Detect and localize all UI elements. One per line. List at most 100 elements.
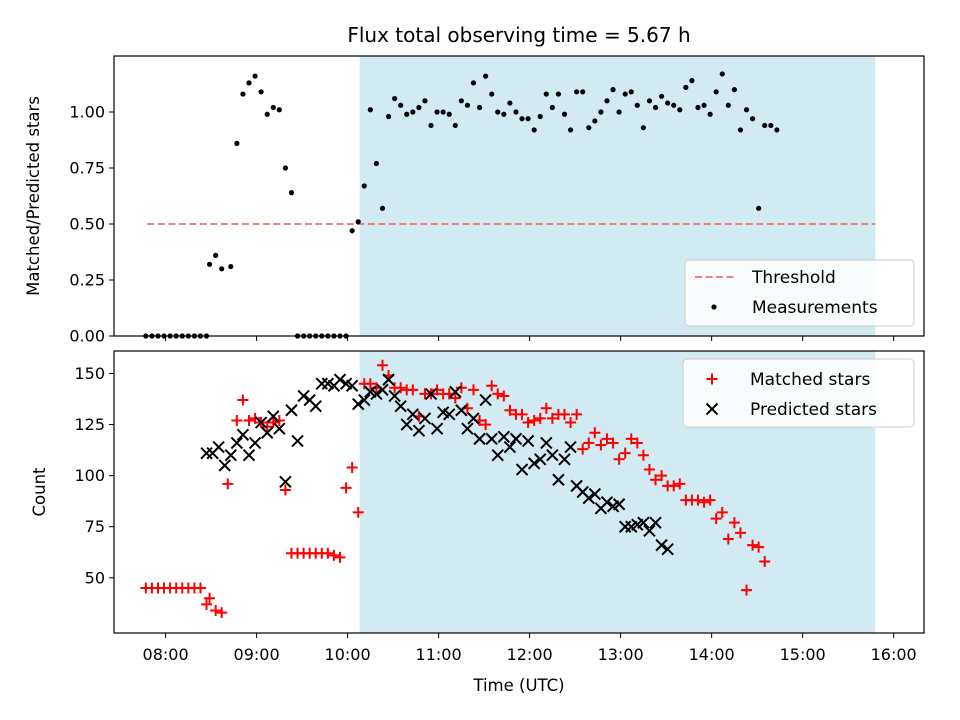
data-point <box>668 480 680 492</box>
data-point <box>352 506 364 518</box>
data-point <box>467 412 480 425</box>
data-point <box>640 125 646 131</box>
data-point <box>586 125 592 131</box>
data-point <box>707 111 713 117</box>
data-point <box>516 408 528 420</box>
data-point <box>574 89 580 95</box>
data-point <box>534 412 546 424</box>
data-point <box>376 383 389 397</box>
data-point <box>395 382 407 394</box>
data-point <box>491 449 504 462</box>
data-point <box>373 160 380 167</box>
x-tick-label: 13:00 <box>598 645 644 664</box>
data-point <box>455 404 468 417</box>
y-axis-label: Matched/Predicted stars <box>24 96 43 296</box>
data-point <box>728 517 740 529</box>
data-point <box>424 387 438 401</box>
data-point <box>470 80 477 86</box>
data-point <box>485 432 498 446</box>
data-point <box>559 408 571 420</box>
data-point <box>243 414 255 426</box>
data-point <box>492 388 504 400</box>
y-axis-label: Count <box>30 467 49 517</box>
data-point <box>658 93 665 99</box>
data-point <box>540 402 552 414</box>
data-point <box>619 447 631 459</box>
data-point <box>240 91 246 97</box>
panel-1: 0.00 0.25 0.50 0.75 1.00 Matched/Predicted st… <box>24 55 925 346</box>
data-point <box>743 107 750 113</box>
data-point <box>504 404 516 416</box>
data-point <box>661 543 674 556</box>
data-point <box>650 474 662 486</box>
data-point <box>358 393 371 407</box>
data-point <box>282 165 289 171</box>
data-point <box>564 440 577 454</box>
data-point <box>692 494 704 506</box>
data-point <box>446 111 452 117</box>
legend-label-predicted: Predicted stars <box>750 400 877 420</box>
data-point <box>515 463 529 476</box>
data-point <box>273 422 286 435</box>
legend-box <box>684 259 915 327</box>
data-point <box>759 555 771 567</box>
plot-frame <box>113 350 925 634</box>
data-point <box>394 399 407 413</box>
data-point <box>522 417 534 429</box>
y-tick-label: 50 <box>85 568 105 587</box>
data-point <box>598 109 604 115</box>
x-tick-label: 16:00 <box>871 645 917 664</box>
data-point <box>234 140 240 146</box>
chart-title: Flux total observing time = 5.67 h <box>347 23 690 47</box>
data-point <box>616 109 622 115</box>
data-point <box>497 430 511 444</box>
data-point <box>677 107 683 113</box>
data-point <box>355 219 361 225</box>
x-tick-label: 15:00 <box>780 645 826 664</box>
legend-label-matched: Matched stars <box>750 370 870 390</box>
data-point <box>649 516 662 529</box>
data-point <box>762 122 768 129</box>
data-point <box>628 89 634 95</box>
data-point <box>248 436 262 450</box>
data-point <box>464 102 471 108</box>
data-point <box>279 484 291 496</box>
data-point <box>291 434 304 448</box>
data-point <box>252 73 258 79</box>
data-point <box>588 487 602 501</box>
data-point <box>534 453 547 466</box>
data-point <box>260 426 274 439</box>
data-point <box>610 87 616 93</box>
panel-2: 50 75 100 125 150 08:00 09:00 10:00 11:00 12:00 13… <box>30 350 925 664</box>
data-point <box>218 459 231 472</box>
data-point <box>546 412 558 424</box>
data-point <box>400 418 413 431</box>
data-point <box>407 384 419 396</box>
data-point <box>458 98 464 104</box>
data-point <box>631 437 643 449</box>
data-point <box>583 437 595 449</box>
data-point <box>422 98 428 104</box>
data-point <box>210 605 222 617</box>
data-point <box>698 496 710 508</box>
data-point <box>768 122 774 129</box>
y-tick-label: 0.75 <box>69 159 105 178</box>
series-predicted-stars <box>200 373 674 556</box>
data-point <box>716 506 728 518</box>
data-point <box>701 102 707 108</box>
data-point <box>489 91 495 97</box>
legend-box <box>682 358 915 428</box>
data-point <box>725 102 731 108</box>
data-point <box>731 87 737 93</box>
data-point <box>276 107 282 113</box>
data-point <box>695 104 701 111</box>
data-point <box>204 592 216 604</box>
data-point <box>507 100 513 106</box>
data-point <box>503 440 517 454</box>
data-point <box>561 111 568 117</box>
data-point <box>479 393 492 407</box>
legend-predicted-swatch <box>705 402 719 416</box>
x-tick-label: 10:00 <box>325 645 371 664</box>
data-point <box>328 549 340 561</box>
y-tick-label: 75 <box>85 517 105 536</box>
